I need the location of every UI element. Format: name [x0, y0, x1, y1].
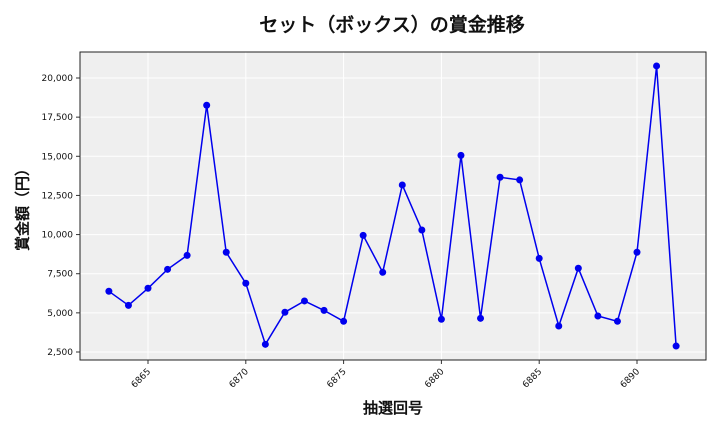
data-point: [437, 315, 445, 323]
x-tick-label: 6890: [619, 367, 642, 390]
x-tick-label: 6875: [325, 367, 348, 390]
data-point: [516, 176, 524, 184]
data-point: [653, 62, 661, 70]
y-tick-label: 20,000: [42, 74, 74, 84]
data-point: [144, 284, 152, 292]
x-tick-label: 6885: [521, 367, 544, 390]
data-point: [261, 340, 269, 348]
data-point: [183, 251, 191, 259]
plot-area: [80, 52, 706, 360]
data-point: [574, 264, 582, 272]
data-point: [359, 231, 367, 239]
x-tick-label: 6865: [130, 367, 153, 390]
data-point: [320, 306, 328, 314]
data-point: [105, 287, 113, 295]
y-tick-label: 12,500: [42, 191, 74, 201]
data-point: [555, 322, 563, 330]
data-point: [633, 248, 641, 256]
data-point: [300, 297, 308, 305]
data-point: [203, 101, 211, 109]
data-point: [340, 317, 348, 325]
y-tick-label: 5,000: [47, 309, 73, 319]
data-point: [222, 248, 230, 256]
data-point: [164, 265, 172, 273]
data-point: [672, 342, 680, 350]
data-point: [496, 173, 504, 181]
x-axis-label: 抽選回号: [362, 399, 423, 417]
data-point: [613, 317, 621, 325]
y-tick-label: 7,500: [47, 270, 73, 280]
data-point: [379, 268, 387, 276]
plot-frame: [79, 51, 707, 361]
data-point: [124, 301, 132, 309]
y-tick-label: 2,500: [47, 348, 73, 358]
y-tick-label: 15,000: [42, 152, 74, 162]
chart-title: セット（ボックス）の賞金推移: [259, 14, 525, 36]
data-point: [477, 314, 485, 322]
data-point: [281, 308, 289, 316]
data-point: [242, 279, 250, 287]
data-point: [535, 254, 543, 262]
x-tick-label: 6880: [423, 367, 446, 390]
data-point: [457, 151, 465, 159]
data-point: [594, 312, 602, 320]
data-point: [398, 181, 406, 189]
series-line: [108, 65, 677, 347]
x-tick-label: 6870: [228, 367, 251, 390]
y-tick-label: 10,000: [42, 231, 74, 241]
data-point: [418, 226, 426, 234]
y-tick-label: 17,500: [42, 113, 74, 123]
